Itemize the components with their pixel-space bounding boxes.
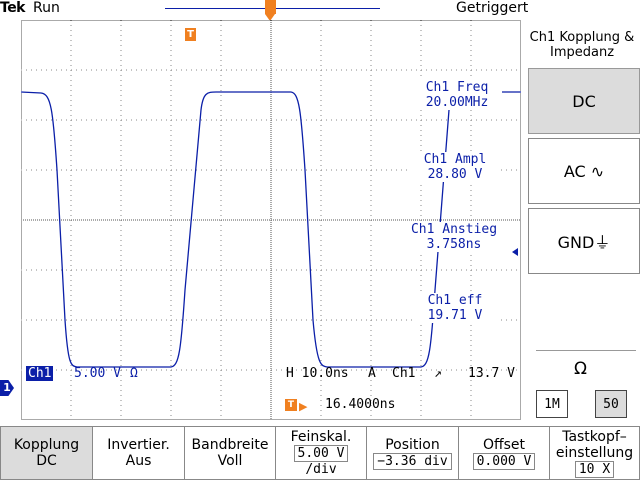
trigger-slope-icon: ↗ (434, 366, 442, 381)
measurement-rise: Ch1 Anstieg 3.758ns (402, 222, 506, 252)
menu-value: DC (36, 453, 57, 469)
coupling-gnd-button[interactable]: GND⏚ (528, 208, 640, 274)
menu-label: Feinskal. (290, 428, 352, 445)
ch1-ground-marker-icon: 1 (0, 380, 14, 396)
bottom-menu: Kopplung DC Invertier. Aus Bandbreite Vo… (0, 426, 640, 480)
graticule (21, 20, 521, 420)
side-menu-title: Ch1 Kopplung & Impedanz (529, 30, 635, 60)
measurement-freq: Ch1 Freq 20.00MHz (412, 80, 502, 110)
menu-value-box: 0.000 V (472, 452, 536, 470)
impedance-icon: Ω (130, 366, 138, 381)
reference-arrow-icon (512, 248, 518, 256)
measurement-label: Ch1 Freq (425, 80, 489, 95)
menu-label: Offset (482, 436, 526, 453)
trigger-delay: 16.4000ns (325, 397, 396, 412)
measurement-value: 20.00MHz (425, 95, 489, 110)
button-label: AC ∿ (563, 161, 605, 181)
menu-label: Bandbreite (191, 437, 269, 453)
impedance-label: Ω (574, 359, 587, 379)
ch1-trace (21, 91, 521, 368)
menu-label: Kopplung (13, 437, 80, 453)
ch1-badge: Ch1 (26, 366, 54, 381)
run-state: Run (33, 0, 60, 16)
coupling-ac-button[interactable]: AC ∿ (528, 138, 640, 204)
menu-label: Position (385, 436, 440, 453)
invert-menu-button[interactable]: Invertier. Aus (92, 426, 184, 480)
coupling-menu-button[interactable]: Kopplung DC (0, 426, 92, 480)
measurement-label: Ch1 eff (427, 293, 483, 308)
menu-label: Invertier. (107, 437, 170, 453)
measurement-value: 28.80 V (427, 167, 483, 182)
trigger-level-value: 13.7 V (468, 366, 515, 381)
offset-menu-button[interactable]: Offset 0.000 V (458, 426, 549, 480)
menu-value: Voll (217, 453, 243, 469)
brand-logo: Tek (0, 0, 26, 16)
button-label: GND⏚ (557, 233, 611, 252)
trigger-position-arrow-icon (265, 14, 275, 21)
menu-value-unit: /div (305, 461, 337, 477)
trigger-level-marker-icon: T (185, 28, 196, 41)
menu-label: Tastkopf– (562, 428, 627, 445)
trigger-position-icon (265, 0, 276, 14)
timebase: H 10.0ns (286, 366, 349, 381)
fine-scale-menu-button[interactable]: Feinskal. 5.00 V /div (275, 426, 366, 480)
menu-value: Aus (125, 453, 152, 469)
trigger-delay-arrow-icon: ▶ (299, 400, 308, 413)
probe-setup-menu-button[interactable]: Tastkopf– einstellung 10 X (549, 426, 640, 480)
menu-value-box: −3.36 div (373, 452, 452, 470)
measurement-label: Ch1 Ampl (423, 152, 487, 167)
measurement-value: 19.71 V (427, 308, 483, 323)
trigger-source: Ch1 (392, 366, 416, 381)
measurement-value: 3.758ns (426, 237, 482, 252)
button-label: DC (572, 91, 596, 111)
trigger-delay-icon: T (285, 399, 297, 411)
bandwidth-menu-button[interactable]: Bandbreite Voll (184, 426, 275, 480)
measurement-rms: Ch1 eff 19.71 V (412, 293, 498, 323)
measurement-label: Ch1 Anstieg (410, 222, 498, 237)
trigger-mode: A (368, 366, 376, 381)
position-menu-button[interactable]: Position −3.36 div (366, 426, 458, 480)
menu-value-box: 10 X (574, 460, 615, 478)
menu-label-line2: einstellung (555, 444, 634, 461)
impedance-50-button[interactable]: 50 (595, 390, 627, 418)
side-menu-divider (536, 350, 636, 351)
measurement-ampl: Ch1 Ampl 28.80 V (410, 152, 500, 182)
trigger-status: Getriggert (456, 0, 529, 16)
ch1-scale: 5.00 V (74, 366, 121, 381)
center-axes (21, 20, 521, 420)
menu-value-box: 5.00 V (293, 444, 349, 462)
status-bar: Tek Run Getriggert (0, 0, 640, 21)
impedance-1m-button[interactable]: 1M (536, 390, 568, 418)
waveform-display[interactable] (21, 20, 521, 420)
coupling-dc-button[interactable]: DC (528, 68, 640, 134)
